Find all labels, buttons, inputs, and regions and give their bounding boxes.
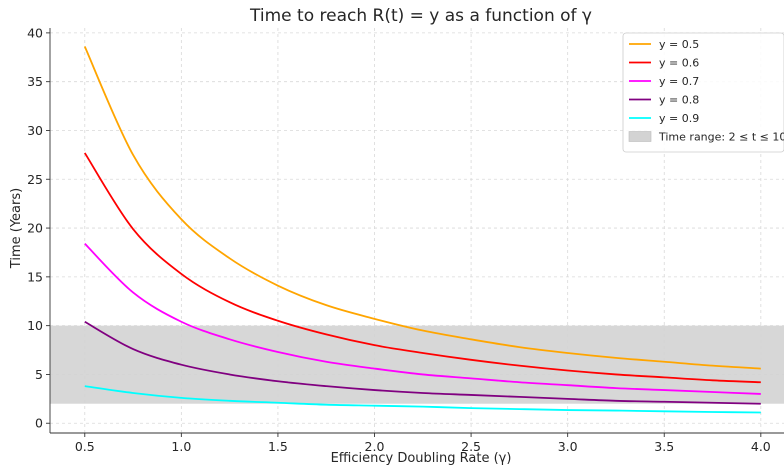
series-line-1 xyxy=(84,152,761,384)
legend-entry: y = 0.9 xyxy=(659,112,699,125)
y-tick-label: 25 xyxy=(27,172,43,187)
legend-band-swatch xyxy=(628,131,652,142)
y-axis-label: Time (Years) xyxy=(9,188,24,269)
legend-band-entry: Time range: 2 ≤ t ≤ 10 xyxy=(658,131,784,144)
x-tick-label: 4.0 xyxy=(751,439,771,454)
spine-layer xyxy=(49,28,784,434)
y-tick-label: 30 xyxy=(27,123,43,138)
y-tick-label: 35 xyxy=(27,74,43,89)
series-line-4 xyxy=(84,385,761,414)
series-layer xyxy=(83,46,761,414)
legend-entry: y = 0.6 xyxy=(659,57,699,70)
x-tick-label: 3.5 xyxy=(654,439,674,454)
y-tick-label: 0 xyxy=(35,416,43,431)
y-tick-label: 40 xyxy=(27,25,43,40)
x-tick-label: 2.0 xyxy=(365,439,385,454)
x-tick-label: 1.0 xyxy=(171,439,191,454)
y-tick-label: 20 xyxy=(27,221,43,236)
legend-entry: y = 0.8 xyxy=(659,94,699,107)
x-tick-label: 0.5 xyxy=(75,439,95,454)
x-axis-label: Efficiency Doubling Rate (γ) xyxy=(331,451,512,466)
legend-entry: y = 0.5 xyxy=(659,38,699,51)
chart-title: Time to reach R(t) = y as a function of … xyxy=(249,6,592,26)
legend-entry: y = 0.7 xyxy=(659,75,699,88)
tick-layer: 0.5 1.0 1.5 2.0 2.5 3.0 3.5 4.0 0 5 10 15 20 25 30 35 40 xyxy=(27,25,771,454)
x-tick-label: 2.5 xyxy=(461,439,481,454)
y-tick-label: 5 xyxy=(35,367,43,382)
legend-box xyxy=(622,32,784,153)
x-tick-label: 1.5 xyxy=(268,439,288,454)
y-tick-label: 15 xyxy=(27,269,43,284)
series-line-3 xyxy=(84,320,761,405)
y-tick-label: 10 xyxy=(27,318,43,333)
series-line-2 xyxy=(84,243,761,395)
x-tick-label: 3.0 xyxy=(558,439,578,454)
legend: y = 0.5 y = 0.6 y = 0.7 y = 0.8 y = 0.9 Time … xyxy=(622,32,784,153)
series-line-0 xyxy=(83,46,761,370)
